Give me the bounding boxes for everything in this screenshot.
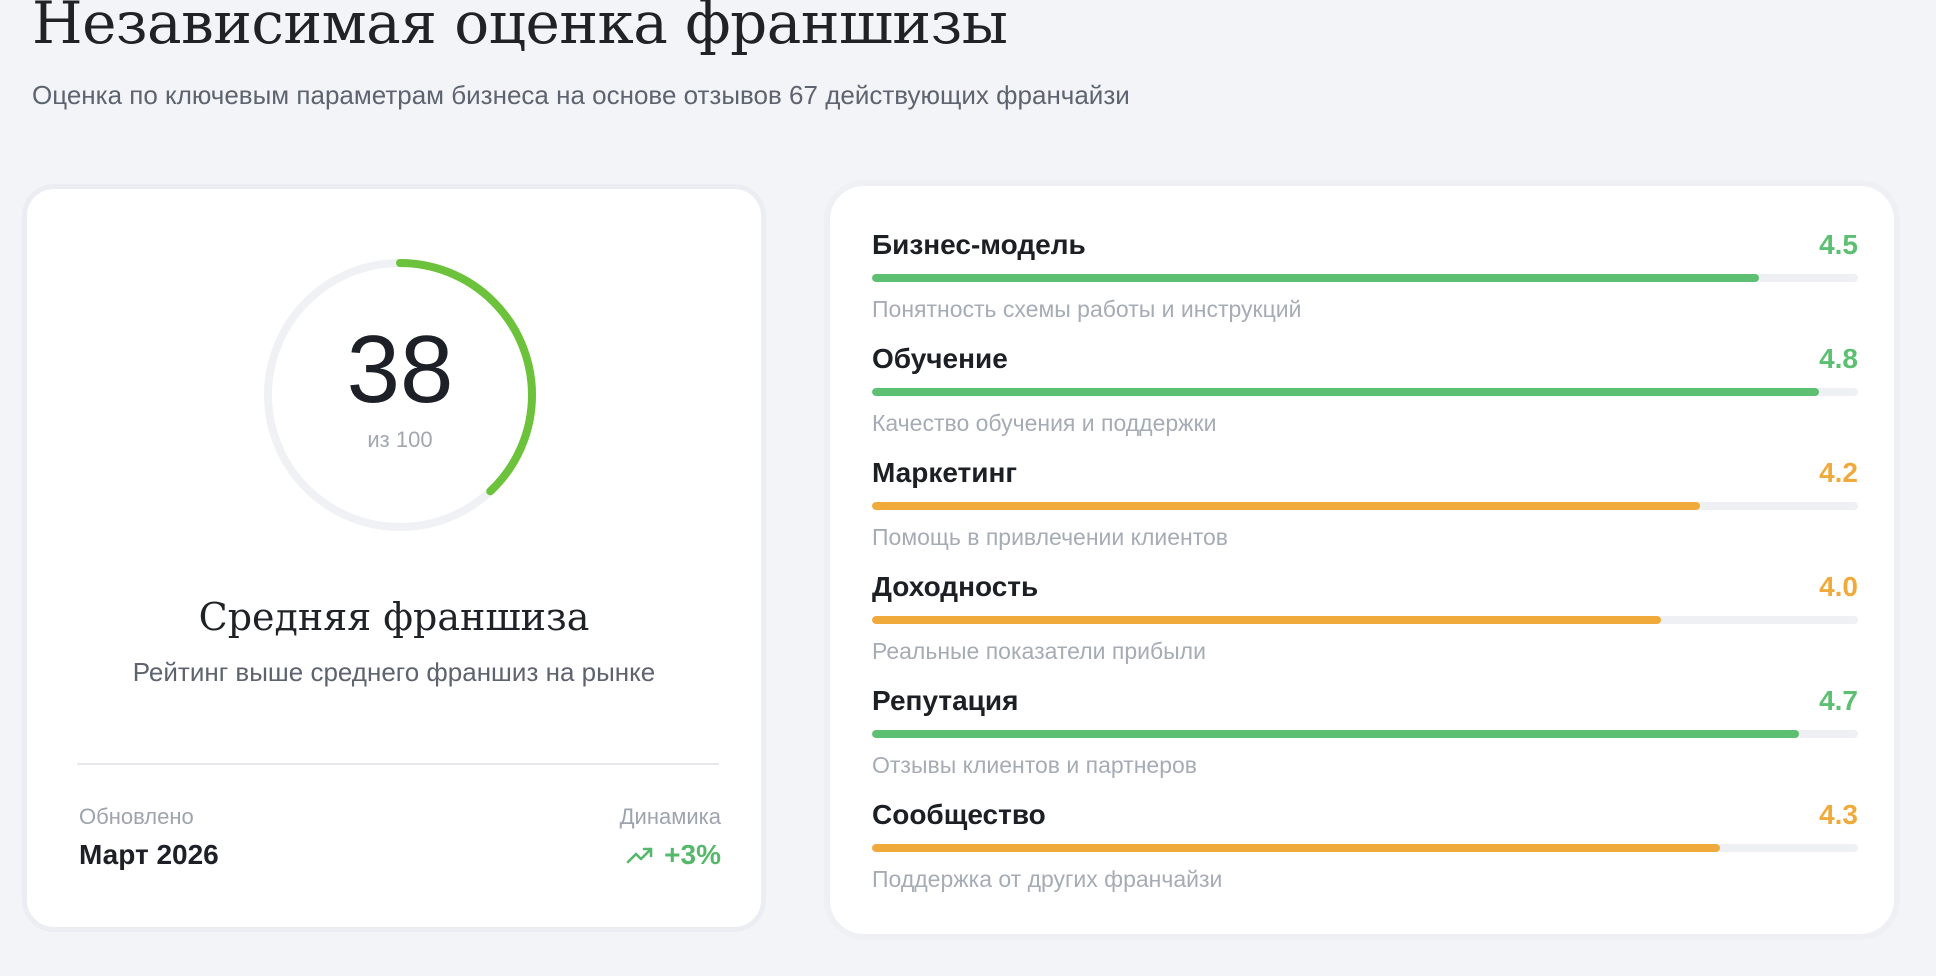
page-title: Независимая оценка франшизы — [32, 0, 1008, 57]
updated-value: Март 2026 — [79, 839, 219, 870]
metric-track — [872, 502, 1858, 510]
grade-description: Рейтинг выше среднего франшиз на рынке — [132, 657, 656, 687]
metric-score: 4.3 — [1819, 799, 1858, 830]
metric-description: Помощь в привлечении клиентов — [872, 524, 1228, 550]
metric-fill — [872, 274, 1760, 282]
metric-community: Сообщество 4.3 Поддержка от других франч… — [872, 798, 1858, 898]
metric-reputation: Репутация 4.7 Отзывы клиентов и партнеро… — [872, 684, 1858, 784]
metric-business-model: Бизнес-модель 4.5 Понятность схемы работ… — [872, 228, 1858, 328]
metric-name: Бизнес-модель — [872, 229, 1086, 260]
dynamics-percent: +3% — [664, 839, 721, 870]
dynamics-value: +3% — [626, 837, 721, 873]
metric-score: 4.5 — [1819, 229, 1858, 260]
metric-name: Репутация — [872, 685, 1019, 716]
metric-name: Маркетинг — [872, 457, 1018, 488]
metric-description: Реальные показатели прибыли — [872, 638, 1206, 664]
metric-track — [872, 388, 1858, 396]
score-value: 38 — [346, 316, 454, 423]
metric-fill — [872, 388, 1819, 396]
metric-marketing: Маркетинг 4.2 Помощь в привлечении клиен… — [872, 456, 1858, 556]
score-gauge: 38 из 100 — [257, 252, 543, 538]
page-subtitle: Оценка по ключевым параметрам бизнеса на… — [32, 80, 1130, 110]
updated-label: Обновлено — [79, 804, 194, 829]
metric-fill — [872, 730, 1799, 738]
metric-track — [872, 844, 1858, 852]
metric-fill — [872, 502, 1701, 510]
trending-up-icon — [626, 844, 654, 866]
metric-description: Поддержка от других франчайзи — [872, 866, 1223, 892]
metric-training: Обучение 4.8 Качество обучения и поддерж… — [872, 342, 1858, 442]
metric-profitability: Доходность 4.0 Реальные показатели прибы… — [872, 570, 1858, 670]
grade-title: Средняя франшиза — [198, 595, 590, 639]
metric-score: 4.8 — [1819, 343, 1858, 374]
summary-divider — [77, 763, 719, 765]
metric-track — [872, 274, 1858, 282]
metric-description: Качество обучения и поддержки — [872, 410, 1217, 436]
metric-score: 4.7 — [1819, 685, 1858, 716]
metric-name: Доходность — [872, 571, 1039, 602]
metric-track — [872, 730, 1858, 738]
metric-name: Обучение — [872, 343, 1008, 374]
metric-fill — [872, 616, 1661, 624]
metric-name: Сообщество — [872, 799, 1046, 830]
metric-description: Понятность схемы работы и инструкций — [872, 296, 1302, 322]
dynamics-label: Динамика — [619, 804, 721, 829]
metric-score: 4.0 — [1819, 571, 1858, 602]
summary-card: 38 из 100 Средняя франшиза Рейтинг выше … — [22, 184, 766, 932]
metric-fill — [872, 844, 1720, 852]
score-max-label: из 100 — [367, 427, 433, 452]
metric-description: Отзывы клиентов и партнеров — [872, 752, 1197, 778]
metric-track — [872, 616, 1858, 624]
metrics-card: Бизнес-модель 4.5 Понятность схемы работ… — [824, 180, 1900, 940]
gauge-progress — [264, 259, 536, 531]
metric-score: 4.2 — [1819, 457, 1858, 488]
